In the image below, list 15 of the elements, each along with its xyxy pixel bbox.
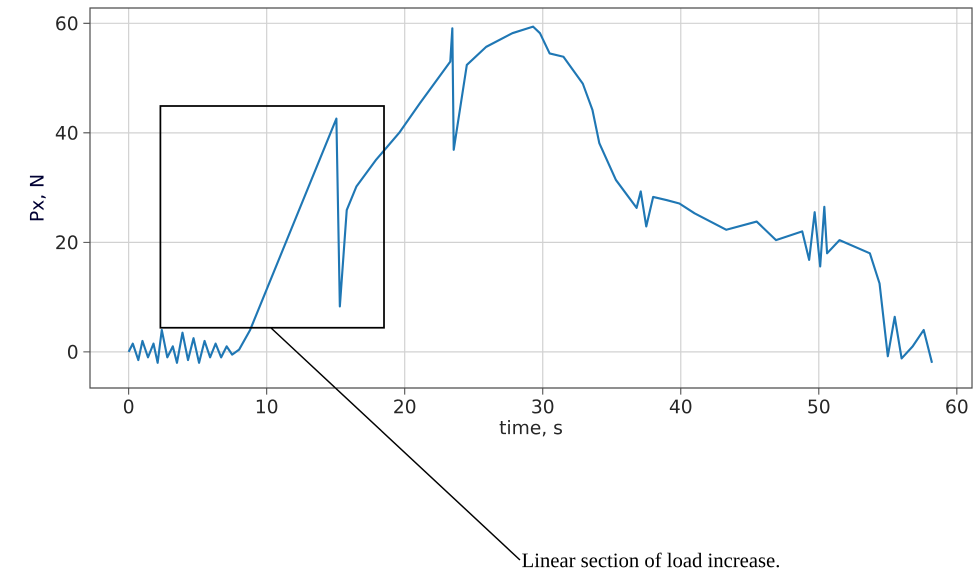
y-tick-label: 0 [68,344,78,359]
x-tick-label: 10 [256,399,278,414]
y-tick-label: 20 [56,235,78,250]
line-series [128,26,934,364]
x-axis-title: time, s [500,420,562,436]
x-tick-label: 30 [532,399,554,414]
x-tick-label: 0 [124,399,134,414]
x-tick-label: 60 [946,399,968,414]
y-tick-label: 60 [56,16,78,30]
text: Linear section of load increase. [522,552,780,568]
x-tick-label: 50 [808,399,830,414]
x-tick-label: 20 [394,399,416,414]
y-axis-title: Px, N [30,176,46,220]
y-tick-label: 40 [56,126,78,140]
x-tick-label: 40 [670,399,692,414]
